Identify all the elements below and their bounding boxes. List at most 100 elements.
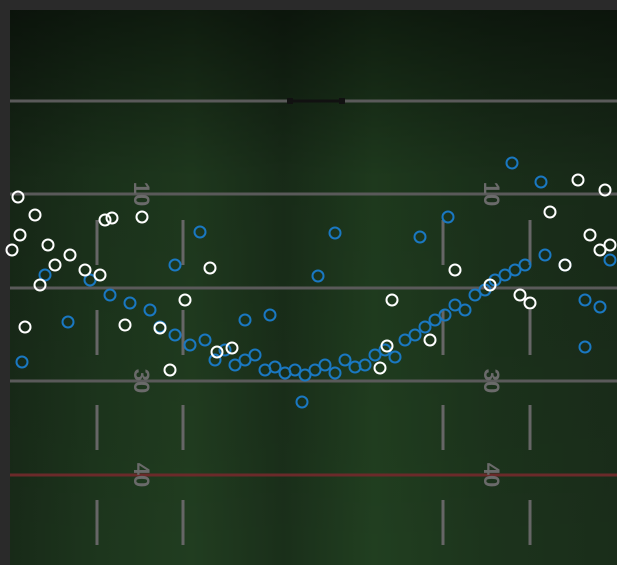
point bbox=[18, 320, 32, 334]
plot bbox=[5, 156, 617, 409]
point bbox=[598, 183, 612, 197]
point bbox=[578, 293, 592, 307]
point bbox=[5, 243, 19, 257]
point bbox=[228, 358, 242, 372]
point bbox=[578, 340, 592, 354]
point bbox=[183, 338, 197, 352]
point bbox=[308, 363, 322, 377]
point bbox=[513, 288, 527, 302]
point bbox=[13, 228, 27, 242]
point bbox=[380, 339, 394, 353]
point bbox=[373, 361, 387, 375]
point bbox=[178, 293, 192, 307]
point bbox=[268, 360, 282, 374]
point bbox=[518, 258, 532, 272]
hash-marks bbox=[95, 220, 532, 545]
point bbox=[423, 333, 437, 347]
point bbox=[328, 226, 342, 240]
point bbox=[135, 210, 149, 224]
yard-number: 10 bbox=[479, 182, 504, 206]
point bbox=[388, 350, 402, 364]
point bbox=[538, 248, 552, 262]
point bbox=[263, 308, 277, 322]
point bbox=[468, 288, 482, 302]
point bbox=[123, 296, 137, 310]
point bbox=[38, 268, 52, 282]
point bbox=[193, 225, 207, 239]
point bbox=[338, 353, 352, 367]
point bbox=[583, 228, 597, 242]
point bbox=[83, 273, 97, 287]
point bbox=[448, 298, 462, 312]
point bbox=[11, 190, 25, 204]
point bbox=[358, 358, 372, 372]
point bbox=[225, 341, 239, 355]
yard-number: 40 bbox=[479, 463, 504, 487]
point bbox=[318, 358, 332, 372]
point bbox=[483, 278, 497, 292]
point bbox=[203, 261, 217, 275]
point bbox=[48, 258, 62, 272]
point bbox=[571, 173, 585, 187]
point bbox=[238, 353, 252, 367]
yard-lines bbox=[10, 99, 617, 477]
point bbox=[558, 258, 572, 272]
point bbox=[441, 210, 455, 224]
point bbox=[523, 296, 537, 310]
point bbox=[368, 348, 382, 362]
point bbox=[118, 318, 132, 332]
point bbox=[288, 363, 302, 377]
point bbox=[385, 293, 399, 307]
point bbox=[153, 321, 167, 335]
point bbox=[603, 253, 617, 267]
point bbox=[98, 213, 112, 227]
point bbox=[418, 320, 432, 334]
point bbox=[63, 248, 77, 262]
point bbox=[593, 243, 607, 257]
point bbox=[508, 263, 522, 277]
point bbox=[428, 313, 442, 327]
point bbox=[593, 300, 607, 314]
yard-number: 40 bbox=[129, 463, 154, 487]
point bbox=[603, 238, 617, 252]
point bbox=[311, 269, 325, 283]
yard-numbers: 10 30 40 10 30 40 bbox=[129, 182, 504, 487]
point bbox=[208, 353, 222, 367]
point bbox=[413, 230, 427, 244]
point bbox=[28, 208, 42, 222]
point bbox=[458, 303, 472, 317]
point bbox=[168, 258, 182, 272]
point bbox=[295, 395, 309, 409]
point bbox=[163, 363, 177, 377]
point bbox=[328, 366, 342, 380]
point bbox=[143, 303, 157, 317]
yard-number: 10 bbox=[129, 182, 154, 206]
point bbox=[198, 333, 212, 347]
point bbox=[238, 313, 252, 327]
point bbox=[505, 156, 519, 170]
point bbox=[498, 268, 512, 282]
point bbox=[210, 345, 224, 359]
point bbox=[33, 278, 47, 292]
point bbox=[543, 205, 557, 219]
point bbox=[168, 328, 182, 342]
point bbox=[438, 308, 452, 322]
point bbox=[93, 268, 107, 282]
point bbox=[408, 328, 422, 342]
point bbox=[534, 175, 548, 189]
yard-number: 30 bbox=[479, 369, 504, 393]
point bbox=[298, 368, 312, 382]
first-down-marker bbox=[287, 98, 345, 104]
point bbox=[41, 238, 55, 252]
point bbox=[78, 263, 92, 277]
point bbox=[61, 315, 75, 329]
yard-number: 30 bbox=[129, 369, 154, 393]
point bbox=[398, 333, 412, 347]
point bbox=[15, 355, 29, 369]
point bbox=[218, 343, 232, 357]
point bbox=[248, 348, 262, 362]
point bbox=[448, 263, 462, 277]
point bbox=[103, 288, 117, 302]
